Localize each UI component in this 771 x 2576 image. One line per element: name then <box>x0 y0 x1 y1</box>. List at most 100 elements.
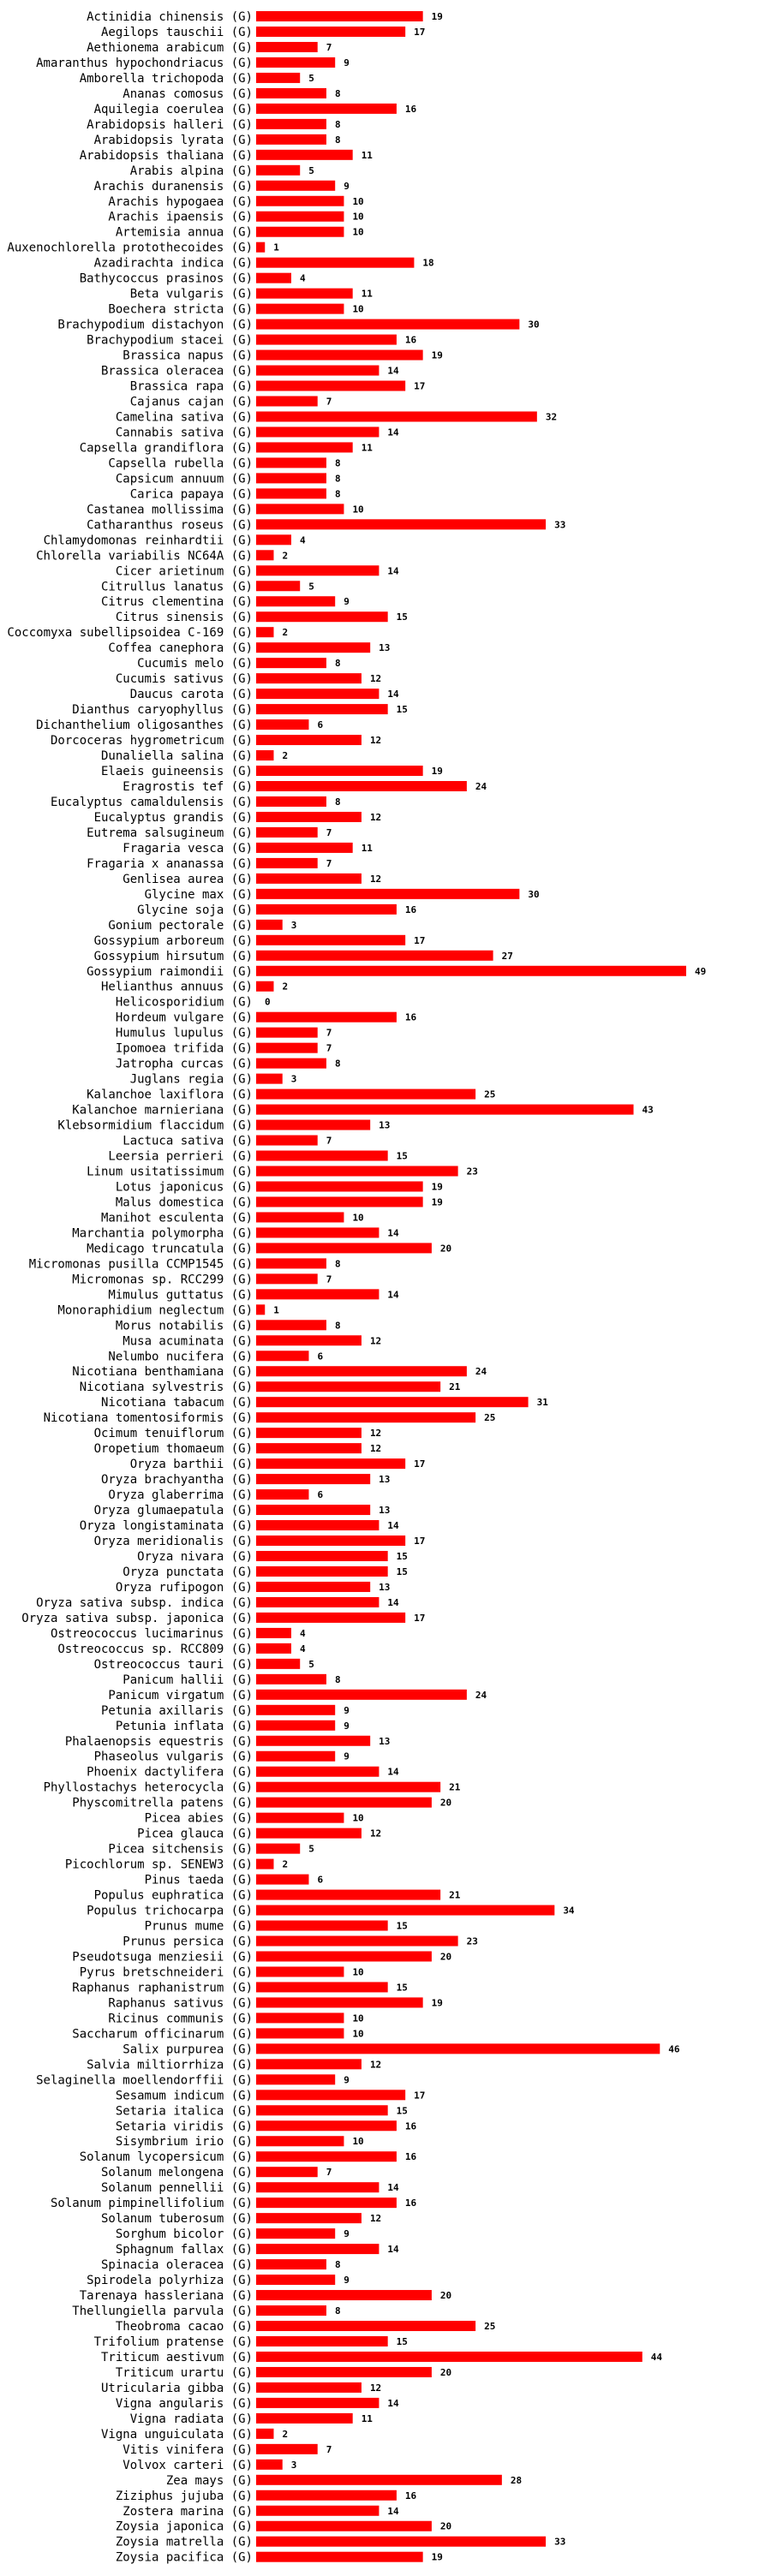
category-label: Dianthus caryophyllus (G) <box>72 703 253 717</box>
bar <box>256 1119 371 1130</box>
category-label: Aquilegia coerulea (G) <box>94 103 253 116</box>
bar <box>256 550 274 561</box>
bar <box>256 689 380 700</box>
bar <box>256 288 353 299</box>
category-label: Zoysia pacifica (G) <box>116 2551 253 2565</box>
value-label: 1 <box>273 1304 279 1315</box>
value-label: 5 <box>308 581 314 592</box>
value-label: 16 <box>405 904 417 915</box>
bar <box>256 1073 283 1084</box>
bar <box>256 2136 344 2147</box>
bar <box>256 857 318 868</box>
bar <box>256 2412 353 2424</box>
bar <box>256 2397 380 2408</box>
bar <box>256 2520 432 2531</box>
value-label: 3 <box>291 920 297 931</box>
category-label: Fragaria vesca (G) <box>123 842 253 856</box>
category-label: Boechera stricta (G) <box>108 303 253 317</box>
bar <box>256 719 309 730</box>
bar <box>256 1905 555 1916</box>
category-label: Linum usitatissimum (G) <box>87 1166 253 1179</box>
category-label: Zostera marina (G) <box>123 2505 253 2519</box>
bar <box>256 1135 318 1146</box>
category-label: Ananas comosus (G) <box>123 87 253 101</box>
category-label: Panicum virgatum (G) <box>108 1689 253 1702</box>
category-label: Setaria italica (G) <box>116 2104 253 2118</box>
bar <box>256 1658 301 1669</box>
category-label: Sisymbrium irio (G) <box>116 2135 253 2149</box>
category-label: Solanum pimpinellifolium (G) <box>51 2197 253 2210</box>
value-label: 5 <box>308 1844 314 1855</box>
category-label: Arabidopsis thaliana (G) <box>80 149 253 163</box>
bar <box>256 642 371 653</box>
value-label: 14 <box>387 1289 399 1300</box>
bar <box>256 2505 380 2516</box>
category-label: Cucumis sativus (G) <box>116 672 253 686</box>
category-label: Raphanus raphanistrum (G) <box>72 1981 253 1995</box>
category-label: Selaginella moellendorffii (G) <box>36 2073 253 2087</box>
category-label: Micromonas sp. RCC299 (G) <box>72 1273 253 1286</box>
bar <box>256 2275 336 2286</box>
value-label: 13 <box>379 1736 390 1747</box>
bar <box>256 1104 634 1115</box>
value-label: 14 <box>387 1227 399 1238</box>
bar <box>256 842 353 853</box>
category-label: Cicer arietinum (G) <box>116 564 253 578</box>
category-label: Volvox carteri (G) <box>123 2459 253 2472</box>
bar <box>256 1935 458 1947</box>
category-label: Vigna unguiculata (G) <box>101 2428 253 2442</box>
value-label: 19 <box>432 1997 443 2008</box>
value-label: 7 <box>326 858 332 869</box>
value-label: 25 <box>484 1089 495 1100</box>
category-label: Nicotiana tabacum (G) <box>101 1396 253 1410</box>
value-label: 19 <box>432 1181 443 1192</box>
bar <box>256 2490 397 2501</box>
bar <box>256 257 415 268</box>
value-label: 3 <box>291 2460 297 2471</box>
category-label: Micromonas pusilla CCMP1545 (G) <box>29 1257 253 1271</box>
bar <box>256 2167 318 2178</box>
category-label: Oryza nivara (G) <box>137 1550 253 1564</box>
value-label: 16 <box>405 2120 417 2132</box>
value-label: 12 <box>370 735 381 746</box>
value-label: 17 <box>414 27 425 38</box>
value-label: 9 <box>344 2228 350 2239</box>
bar <box>256 303 344 314</box>
value-label: 23 <box>467 1936 478 1947</box>
value-label: 17 <box>414 1458 425 1470</box>
value-label: 17 <box>414 935 425 946</box>
category-label: Kalanchoe marnieriana (G) <box>72 1104 253 1118</box>
category-label: Oryza punctata (G) <box>123 1565 253 1579</box>
category-label: Saccharum officinarum (G) <box>72 2027 253 2041</box>
value-label: 4 <box>300 273 306 284</box>
category-label: Ipomoea trifida (G) <box>116 1042 253 1056</box>
value-label: 7 <box>326 1136 332 1147</box>
value-label: 16 <box>405 2490 417 2501</box>
bar <box>256 2244 380 2255</box>
category-label: Nicotiana tomentosiformis (G) <box>44 1411 253 1425</box>
value-label: 7 <box>326 2444 332 2455</box>
bar <box>256 2151 397 2162</box>
category-label: Tarenaya hassleriana (G) <box>80 2289 253 2303</box>
bar <box>256 2012 344 2024</box>
value-label: 20 <box>440 1798 451 1809</box>
value-label: 24 <box>475 781 487 792</box>
value-label: 11 <box>362 150 374 161</box>
value-label: 6 <box>317 1875 323 1886</box>
value-label: 2 <box>282 2429 288 2440</box>
category-label: Thellungiella parvula (G) <box>72 2305 253 2318</box>
bar <box>256 26 406 37</box>
bar <box>256 1474 371 1485</box>
category-label: Brassica oleracea (G) <box>101 365 253 379</box>
category-label: Elaeis guineensis (G) <box>101 765 253 778</box>
value-label: 2 <box>282 550 288 561</box>
bar <box>256 195 344 206</box>
value-label: 14 <box>387 2398 399 2409</box>
bar <box>256 1781 441 1792</box>
category-label: Utricularia gibba (G) <box>101 2382 253 2395</box>
bar <box>256 1335 362 1346</box>
category-label: Zoysia japonica (G) <box>116 2520 253 2534</box>
value-label: 7 <box>326 397 332 408</box>
value-label: 3 <box>291 1074 297 1085</box>
category-label: Arabidopsis lyrata (G) <box>94 134 253 147</box>
